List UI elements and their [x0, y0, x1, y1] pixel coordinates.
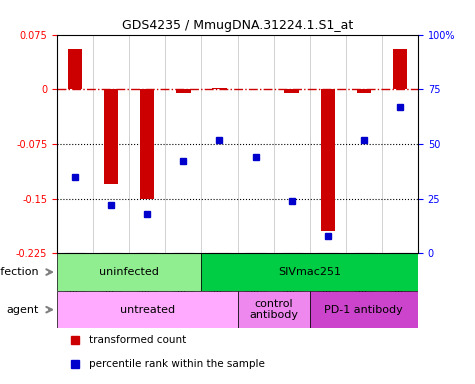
Bar [285, 89, 299, 93]
Title: GDS4235 / MmugDNA.31224.1.S1_at: GDS4235 / MmugDNA.31224.1.S1_at [122, 19, 353, 32]
Text: SIVmac251: SIVmac251 [278, 267, 341, 277]
Bar [393, 49, 407, 89]
Bar [68, 49, 82, 89]
FancyBboxPatch shape [57, 253, 201, 291]
Bar [357, 89, 371, 93]
Text: PD-1 antibody: PD-1 antibody [324, 305, 403, 314]
FancyBboxPatch shape [310, 291, 418, 328]
Bar [140, 89, 154, 199]
Text: uninfected: uninfected [99, 267, 159, 277]
Text: untreated: untreated [120, 305, 175, 314]
Text: agent: agent [7, 305, 39, 314]
Bar [176, 89, 190, 93]
Text: transformed count: transformed count [89, 336, 187, 346]
Text: percentile rank within the sample: percentile rank within the sample [89, 359, 266, 369]
Bar [321, 89, 335, 232]
Text: control
antibody: control antibody [249, 299, 298, 321]
Bar [104, 89, 118, 184]
Bar [212, 88, 227, 89]
FancyBboxPatch shape [57, 291, 238, 328]
Text: infection: infection [0, 267, 39, 277]
FancyBboxPatch shape [201, 253, 418, 291]
FancyBboxPatch shape [238, 291, 310, 328]
